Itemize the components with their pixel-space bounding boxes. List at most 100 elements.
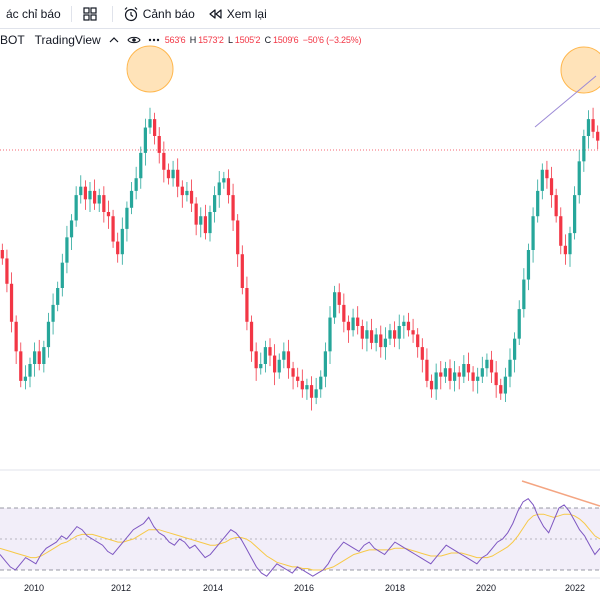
candle-body	[83, 186, 87, 200]
candle-body	[143, 127, 147, 153]
candle-body	[106, 212, 111, 217]
candle-body	[236, 220, 240, 255]
indicators-label: ác chỉ báo	[6, 7, 61, 21]
candle-body	[591, 119, 595, 132]
candle-body	[582, 136, 586, 162]
candle-body	[129, 190, 134, 208]
candle-body	[213, 195, 217, 212]
candle-body	[489, 359, 494, 373]
candle-body	[319, 376, 323, 390]
candle-body	[273, 355, 277, 373]
candle-body	[586, 119, 591, 136]
candle-body	[457, 372, 461, 377]
candle-body	[180, 186, 184, 196]
candle-body	[60, 262, 64, 288]
candle-body	[116, 241, 120, 255]
candle-body	[494, 372, 498, 386]
candle-body	[416, 334, 420, 348]
candle-body	[443, 368, 447, 377]
alerts-label: Cảnh báo	[142, 7, 195, 21]
time-axis-tick-label: 2022	[565, 583, 585, 593]
candle-body	[536, 190, 540, 217]
candle-body	[259, 364, 263, 369]
candle-body	[314, 389, 318, 398]
candle-body	[346, 321, 351, 331]
candle-body	[471, 372, 475, 381]
candle-body	[563, 245, 567, 255]
price-trendline[interactable]	[534, 75, 597, 128]
candle-body	[328, 317, 332, 352]
candle-body	[74, 195, 78, 221]
candle-body	[286, 351, 291, 369]
candle-body	[420, 347, 424, 360]
rewind-icon	[207, 6, 223, 22]
time-axis-tick-label: 2010	[24, 583, 44, 593]
candle-body	[402, 321, 406, 326]
candle-body	[139, 152, 143, 179]
candle-body	[513, 338, 517, 360]
close-label: C	[264, 35, 272, 45]
candle-body	[466, 364, 471, 373]
candle-body	[462, 364, 466, 377]
candle-body	[499, 385, 503, 394]
toolbar-divider	[111, 6, 113, 22]
candle-body	[476, 376, 480, 381]
more-options-icon[interactable]	[147, 33, 161, 47]
templates-button[interactable]	[76, 0, 108, 28]
replay-label: Xem lại	[226, 7, 267, 21]
candle-body	[162, 152, 166, 170]
candle-body	[351, 317, 355, 331]
data-source: TradingView	[34, 33, 101, 47]
indicators-button[interactable]: ác chỉ báo	[0, 0, 67, 28]
replay-button[interactable]: Xem lại	[201, 0, 273, 28]
candle-body	[453, 372, 457, 381]
candle-body	[102, 195, 106, 212]
candle-body	[300, 380, 304, 390]
candle-body	[485, 359, 489, 369]
candle-body	[88, 190, 92, 200]
candle-body	[79, 186, 83, 196]
candle-body	[545, 169, 549, 179]
candle-body	[434, 372, 438, 390]
candle-body	[203, 216, 207, 234]
candle-body	[397, 326, 401, 339]
candle-body	[296, 376, 300, 381]
toolbar-divider	[70, 6, 72, 22]
low-value: 1505'2	[234, 35, 261, 45]
eye-icon[interactable]	[127, 33, 141, 47]
candle-body	[337, 292, 341, 305]
candle-body	[305, 385, 309, 390]
candle-body	[531, 216, 535, 250]
candle-body	[573, 195, 577, 234]
candle-body	[226, 178, 231, 196]
candle-body	[69, 220, 74, 238]
candle-body	[33, 351, 37, 364]
candle-body	[369, 330, 374, 343]
rsi-line	[0, 498, 600, 577]
candle-body	[282, 351, 286, 360]
candle-body	[65, 237, 69, 263]
candle-body	[125, 207, 129, 229]
candle-body	[37, 351, 41, 364]
time-axis-tick-label: 2016	[294, 583, 314, 593]
alerts-button[interactable]: Cảnh báo	[117, 0, 201, 28]
high-value: 1573'2	[198, 35, 224, 45]
chevron-up-icon[interactable]	[107, 33, 121, 47]
candle-body	[111, 216, 115, 242]
candle-body	[508, 359, 512, 377]
candle-body	[51, 304, 55, 322]
candle-body	[199, 216, 203, 225]
candle-body	[503, 376, 507, 394]
candle-body	[185, 190, 189, 196]
low-label: L	[227, 35, 233, 45]
time-axis[interactable]: 2010 2012 2014 2016 2018 2020 2022	[24, 583, 585, 593]
candle-body	[425, 359, 429, 381]
high-label: H	[189, 35, 197, 45]
candle-body	[291, 368, 295, 377]
candle-body	[28, 364, 32, 377]
candle-body	[153, 119, 157, 136]
rsi-trendline[interactable]	[521, 480, 600, 507]
candle-body	[342, 304, 346, 322]
symbol-name[interactable]: BOT	[0, 33, 25, 47]
